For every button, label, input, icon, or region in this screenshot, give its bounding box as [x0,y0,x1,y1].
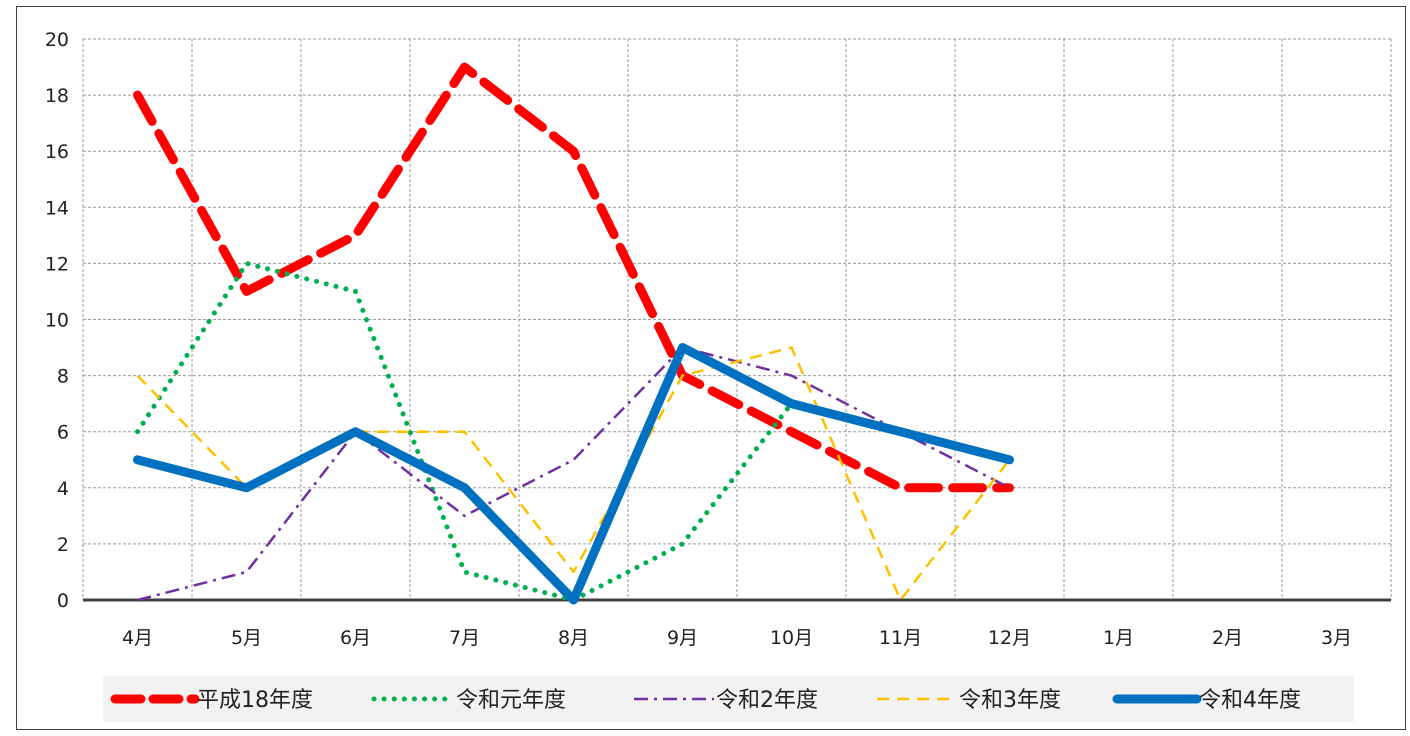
y-tick-label: 14 [45,197,69,219]
legend-label: 令和3年度 [959,688,1061,713]
series-line-1 [133,62,1014,493]
x-tick-label: 5月 [231,627,262,649]
line-chart: 0 2 4 6 8 10 12 14 16 18 20 4月 5月 6月 7月 8月 9月 10月 11月 12月 1月… [45,29,1392,722]
x-tick-label: 6月 [340,627,371,649]
y-tick-label: 0 [57,590,69,612]
x-tick-label: 9月 [667,627,698,649]
chart-frame: 0 2 4 6 8 10 12 14 16 18 20 4月 5月 6月 7月 8月 9月 10月 11月 12月 1月… [16,6,1406,730]
y-tick-label: 2 [57,534,69,556]
x-tick-label: 8月 [558,627,589,649]
y-tick-label: 4 [57,478,69,500]
series-lines [133,62,1014,605]
x-tick-label: 2月 [1212,627,1243,649]
series-line-5 [133,343,1014,605]
x-tick-label: 4月 [122,627,153,649]
x-tick-label: 10月 [770,627,813,649]
y-tick-label: 18 [45,85,69,107]
x-tick-label: 3月 [1321,627,1352,649]
series-line-3 [137,346,1011,602]
x-tick-label: 12月 [988,627,1031,649]
y-tick-label: 8 [57,366,69,388]
legend-label: 令和4年度 [1199,688,1301,713]
y-tick-label: 12 [45,253,69,275]
x-tick-label: 1月 [1103,627,1134,649]
series-line-4 [136,346,1011,602]
y-tick-label: 16 [45,141,69,163]
y-tick-label: 20 [45,29,69,51]
y-tick-label: 6 [57,422,69,444]
y-tick-label: 10 [45,310,69,332]
grid [82,38,1392,600]
legend-label: 令和元年度 [456,688,566,713]
series-line-2 [135,260,794,603]
axes: 0 2 4 6 8 10 12 14 16 18 20 4月 5月 6月 7月 8月 9月 10月 11月 12月 1月… [45,29,1391,649]
legend: 平成18年度 令和元年度 令和2年度 令和3年度 令和4年度 [103,676,1354,722]
legend-label: 令和2年度 [716,688,818,713]
x-tick-label: 7月 [449,627,480,649]
legend-label: 平成18年度 [197,688,313,713]
x-tick-label: 11月 [879,627,922,649]
